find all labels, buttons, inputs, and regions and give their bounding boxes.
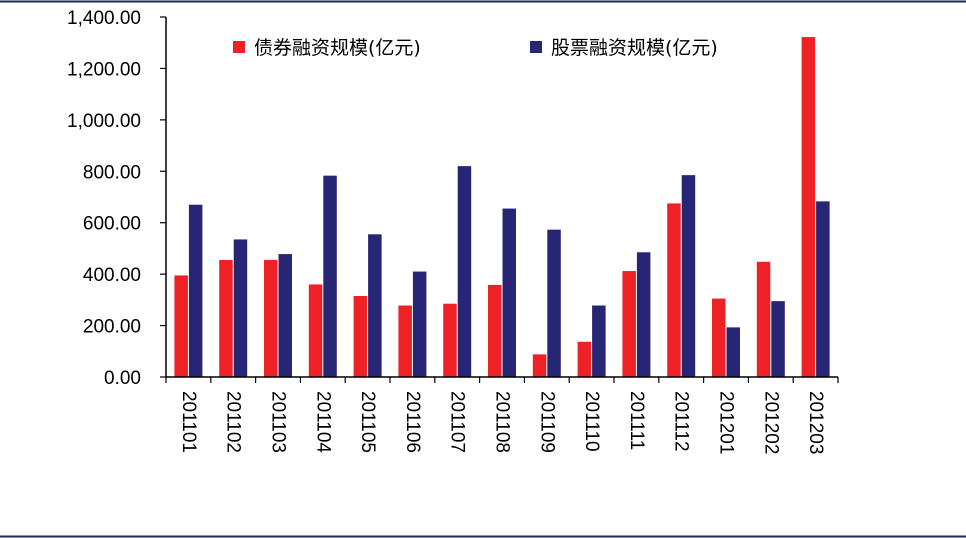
- bar-stock-201105: [368, 234, 382, 377]
- bar-stock-201110: [592, 305, 606, 377]
- x-tick-label: 201203: [805, 391, 826, 454]
- bar-bond-201112: [667, 203, 681, 377]
- x-tick-label: 201201: [716, 391, 737, 454]
- x-tick-label: 201109: [536, 391, 557, 453]
- bar-bond-201105: [353, 296, 368, 377]
- bar-stock-201102: [233, 239, 248, 377]
- bar-stock-201201: [726, 327, 740, 377]
- x-tick-label: 201112: [671, 391, 692, 452]
- bar-stock-201108: [502, 208, 516, 377]
- x-tick-label: 201102: [223, 391, 244, 453]
- x-tick-label: 201105: [357, 391, 378, 453]
- bar-bond-201104: [308, 284, 323, 377]
- x-tick-label: 201103: [268, 391, 289, 453]
- y-tick-label: 1,000.00: [67, 111, 141, 132]
- x-tick-label: 201106: [402, 391, 423, 453]
- bar-bond-201201: [712, 298, 726, 377]
- bar-bond-201107: [443, 303, 457, 377]
- bar-bond-201202: [756, 261, 771, 377]
- bar-bond-201103: [264, 260, 278, 377]
- x-tick-label: 201110: [581, 391, 602, 452]
- bar-bond-201109: [532, 354, 547, 377]
- bar-stock-201101: [188, 204, 203, 377]
- bars-layer: [174, 37, 830, 378]
- bar-stock-201106: [412, 271, 427, 377]
- bar-stock-201109: [547, 229, 561, 377]
- bar-bond-201106: [398, 305, 412, 377]
- y-tick-label: 1,200.00: [67, 59, 141, 80]
- y-tick-label: 1,400.00: [67, 8, 141, 29]
- bar-stock-201107: [457, 166, 472, 377]
- y-tick-label: 600.00: [83, 214, 141, 235]
- axes-layer: 0.00 200.00 400.00 600.00 800.00 1,000.00 1,20…: [67, 8, 839, 454]
- bar-stock-201111: [636, 252, 651, 377]
- bar-bond-201110: [577, 341, 592, 377]
- legend-label-stock: 股票融资规模(亿元): [551, 37, 718, 59]
- x-tick-label: 201107: [447, 391, 468, 453]
- bar-stock-201202: [771, 301, 785, 377]
- bar-bond-201102: [219, 260, 233, 377]
- legend-label-bond: 债券融资规模(亿元): [254, 37, 421, 59]
- bar-bond-201108: [488, 284, 502, 377]
- y-tick-label: 200.00: [83, 317, 141, 338]
- bar-stock-201112: [681, 175, 696, 377]
- bar-bond-201101: [174, 275, 188, 377]
- bar-bond-201203: [801, 37, 816, 378]
- y-tick-label: 800.00: [83, 162, 141, 183]
- y-tick-label: 0.00: [104, 368, 141, 389]
- bar-bond-201111: [622, 271, 636, 377]
- bar-stock-201104: [323, 175, 337, 377]
- x-tick-label: 201111: [626, 391, 647, 450]
- x-tick-label: 201202: [760, 391, 781, 454]
- legend-swatch-bond: [233, 41, 245, 53]
- bar-stock-201103: [278, 254, 292, 377]
- legend-swatch-stock: [530, 41, 542, 53]
- x-tick-label: 201101: [178, 391, 199, 453]
- y-tick-label: 400.00: [83, 265, 141, 286]
- legend: 债券融资规模(亿元) 股票融资规模(亿元): [233, 37, 718, 59]
- x-tick-label: 201108: [492, 391, 513, 453]
- bar-stock-201203: [816, 201, 830, 377]
- x-tick-label: 201104: [312, 391, 333, 453]
